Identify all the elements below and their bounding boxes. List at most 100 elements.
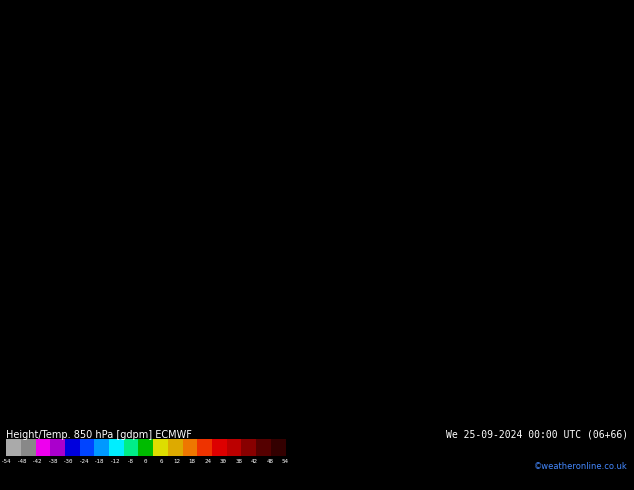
Text: 0: 0 bbox=[236, 370, 243, 381]
Text: 6: 6 bbox=[224, 190, 231, 200]
Text: 5: 5 bbox=[339, 2, 346, 13]
Text: 5: 5 bbox=[194, 138, 202, 148]
Text: 6: 6 bbox=[194, 183, 202, 193]
Text: 3: 3 bbox=[44, 0, 52, 5]
Text: 5: 5 bbox=[116, 138, 124, 148]
Text: 6: 6 bbox=[278, 183, 286, 193]
Text: 1: 1 bbox=[344, 386, 352, 396]
Text: 7: 7 bbox=[422, 175, 430, 185]
Text: 0: 0 bbox=[327, 386, 333, 396]
Text: 3: 3 bbox=[98, 10, 106, 20]
Bar bbox=[94, 439, 110, 456]
Text: 4: 4 bbox=[158, 32, 165, 43]
Text: 6: 6 bbox=[218, 243, 226, 253]
Text: 8: 8 bbox=[464, 228, 472, 238]
Text: 6: 6 bbox=[573, 2, 579, 13]
Text: 5: 5 bbox=[380, 93, 388, 103]
Text: 7: 7 bbox=[164, 153, 172, 163]
Text: 0: 0 bbox=[128, 341, 136, 351]
Text: 1: 1 bbox=[236, 333, 243, 343]
Text: 1: 1 bbox=[356, 370, 364, 381]
Text: 6: 6 bbox=[261, 273, 268, 283]
Text: 7: 7 bbox=[20, 168, 28, 178]
Text: 0: 0 bbox=[417, 416, 424, 426]
Text: 7: 7 bbox=[86, 205, 94, 216]
Text: 8: 8 bbox=[590, 243, 598, 253]
Text: 7: 7 bbox=[50, 175, 58, 185]
Text: 7: 7 bbox=[110, 183, 118, 193]
Text: 4: 4 bbox=[332, 32, 340, 43]
Text: 5: 5 bbox=[290, 122, 298, 133]
Text: 7: 7 bbox=[15, 280, 22, 291]
Text: 5: 5 bbox=[380, 63, 388, 73]
Text: 5: 5 bbox=[152, 85, 160, 95]
Text: 5: 5 bbox=[482, 32, 489, 43]
Text: 8: 8 bbox=[566, 198, 574, 208]
Text: 2: 2 bbox=[542, 348, 550, 358]
Text: 8: 8 bbox=[602, 190, 610, 200]
Text: 5: 5 bbox=[392, 18, 399, 27]
Text: 4: 4 bbox=[176, 25, 184, 35]
Text: 0: 0 bbox=[290, 408, 298, 418]
Text: 6: 6 bbox=[626, 2, 634, 13]
Text: 8: 8 bbox=[470, 213, 477, 223]
Text: 8: 8 bbox=[578, 175, 586, 185]
Text: 0: 0 bbox=[128, 363, 136, 373]
Text: 6: 6 bbox=[470, 145, 477, 155]
Text: 7: 7 bbox=[8, 213, 16, 223]
Text: 7: 7 bbox=[8, 153, 16, 163]
Text: 8: 8 bbox=[597, 153, 604, 163]
Text: 3: 3 bbox=[93, 2, 100, 13]
Text: 0: 0 bbox=[272, 401, 280, 411]
Text: 2: 2 bbox=[626, 341, 634, 351]
Text: 5: 5 bbox=[230, 145, 238, 155]
Text: 4: 4 bbox=[146, 2, 153, 13]
Text: 0: 0 bbox=[62, 416, 70, 426]
Text: 0: 0 bbox=[296, 363, 304, 373]
Text: 7: 7 bbox=[386, 220, 394, 230]
Text: 4: 4 bbox=[320, 40, 328, 50]
Text: 8: 8 bbox=[597, 205, 604, 216]
Text: 4: 4 bbox=[327, 48, 333, 58]
Text: 0: 0 bbox=[15, 333, 22, 343]
Text: 6: 6 bbox=[212, 213, 220, 223]
Text: 2: 2 bbox=[314, 318, 321, 328]
Text: 0: 0 bbox=[290, 401, 298, 411]
Text: 7: 7 bbox=[417, 153, 424, 163]
Text: 4: 4 bbox=[314, 40, 321, 50]
Text: 3: 3 bbox=[512, 288, 520, 298]
Text: 0: 0 bbox=[392, 423, 399, 433]
Text: 7: 7 bbox=[44, 243, 52, 253]
Text: 3: 3 bbox=[20, 0, 28, 5]
Text: 8: 8 bbox=[585, 153, 592, 163]
Text: 7: 7 bbox=[3, 273, 10, 283]
Text: 5: 5 bbox=[98, 100, 106, 110]
Text: 5: 5 bbox=[194, 115, 202, 125]
Text: 8: 8 bbox=[512, 153, 520, 163]
Text: 8: 8 bbox=[542, 183, 550, 193]
Text: 6: 6 bbox=[476, 115, 484, 125]
Text: 6: 6 bbox=[296, 273, 304, 283]
Text: 6: 6 bbox=[554, 2, 562, 13]
Text: 7: 7 bbox=[93, 280, 100, 291]
Text: 8: 8 bbox=[44, 220, 52, 230]
Text: 5: 5 bbox=[74, 138, 82, 148]
Text: 6: 6 bbox=[518, 115, 526, 125]
Text: 2: 2 bbox=[554, 318, 562, 328]
Text: 6: 6 bbox=[242, 190, 250, 200]
Text: 6: 6 bbox=[183, 175, 190, 185]
Text: 7: 7 bbox=[0, 213, 4, 223]
Text: 8: 8 bbox=[597, 228, 604, 238]
Text: 6: 6 bbox=[314, 258, 321, 268]
Text: 3: 3 bbox=[93, 18, 100, 27]
Text: 6: 6 bbox=[344, 213, 352, 223]
Text: 1: 1 bbox=[585, 378, 592, 388]
Text: 7: 7 bbox=[81, 160, 87, 171]
Text: 1: 1 bbox=[332, 378, 340, 388]
Text: 6: 6 bbox=[566, 70, 574, 80]
Text: 5: 5 bbox=[20, 115, 28, 125]
Text: 3: 3 bbox=[3, 40, 10, 50]
Text: 3: 3 bbox=[86, 25, 94, 35]
Text: 8: 8 bbox=[507, 153, 514, 163]
Text: 1: 1 bbox=[266, 311, 274, 320]
